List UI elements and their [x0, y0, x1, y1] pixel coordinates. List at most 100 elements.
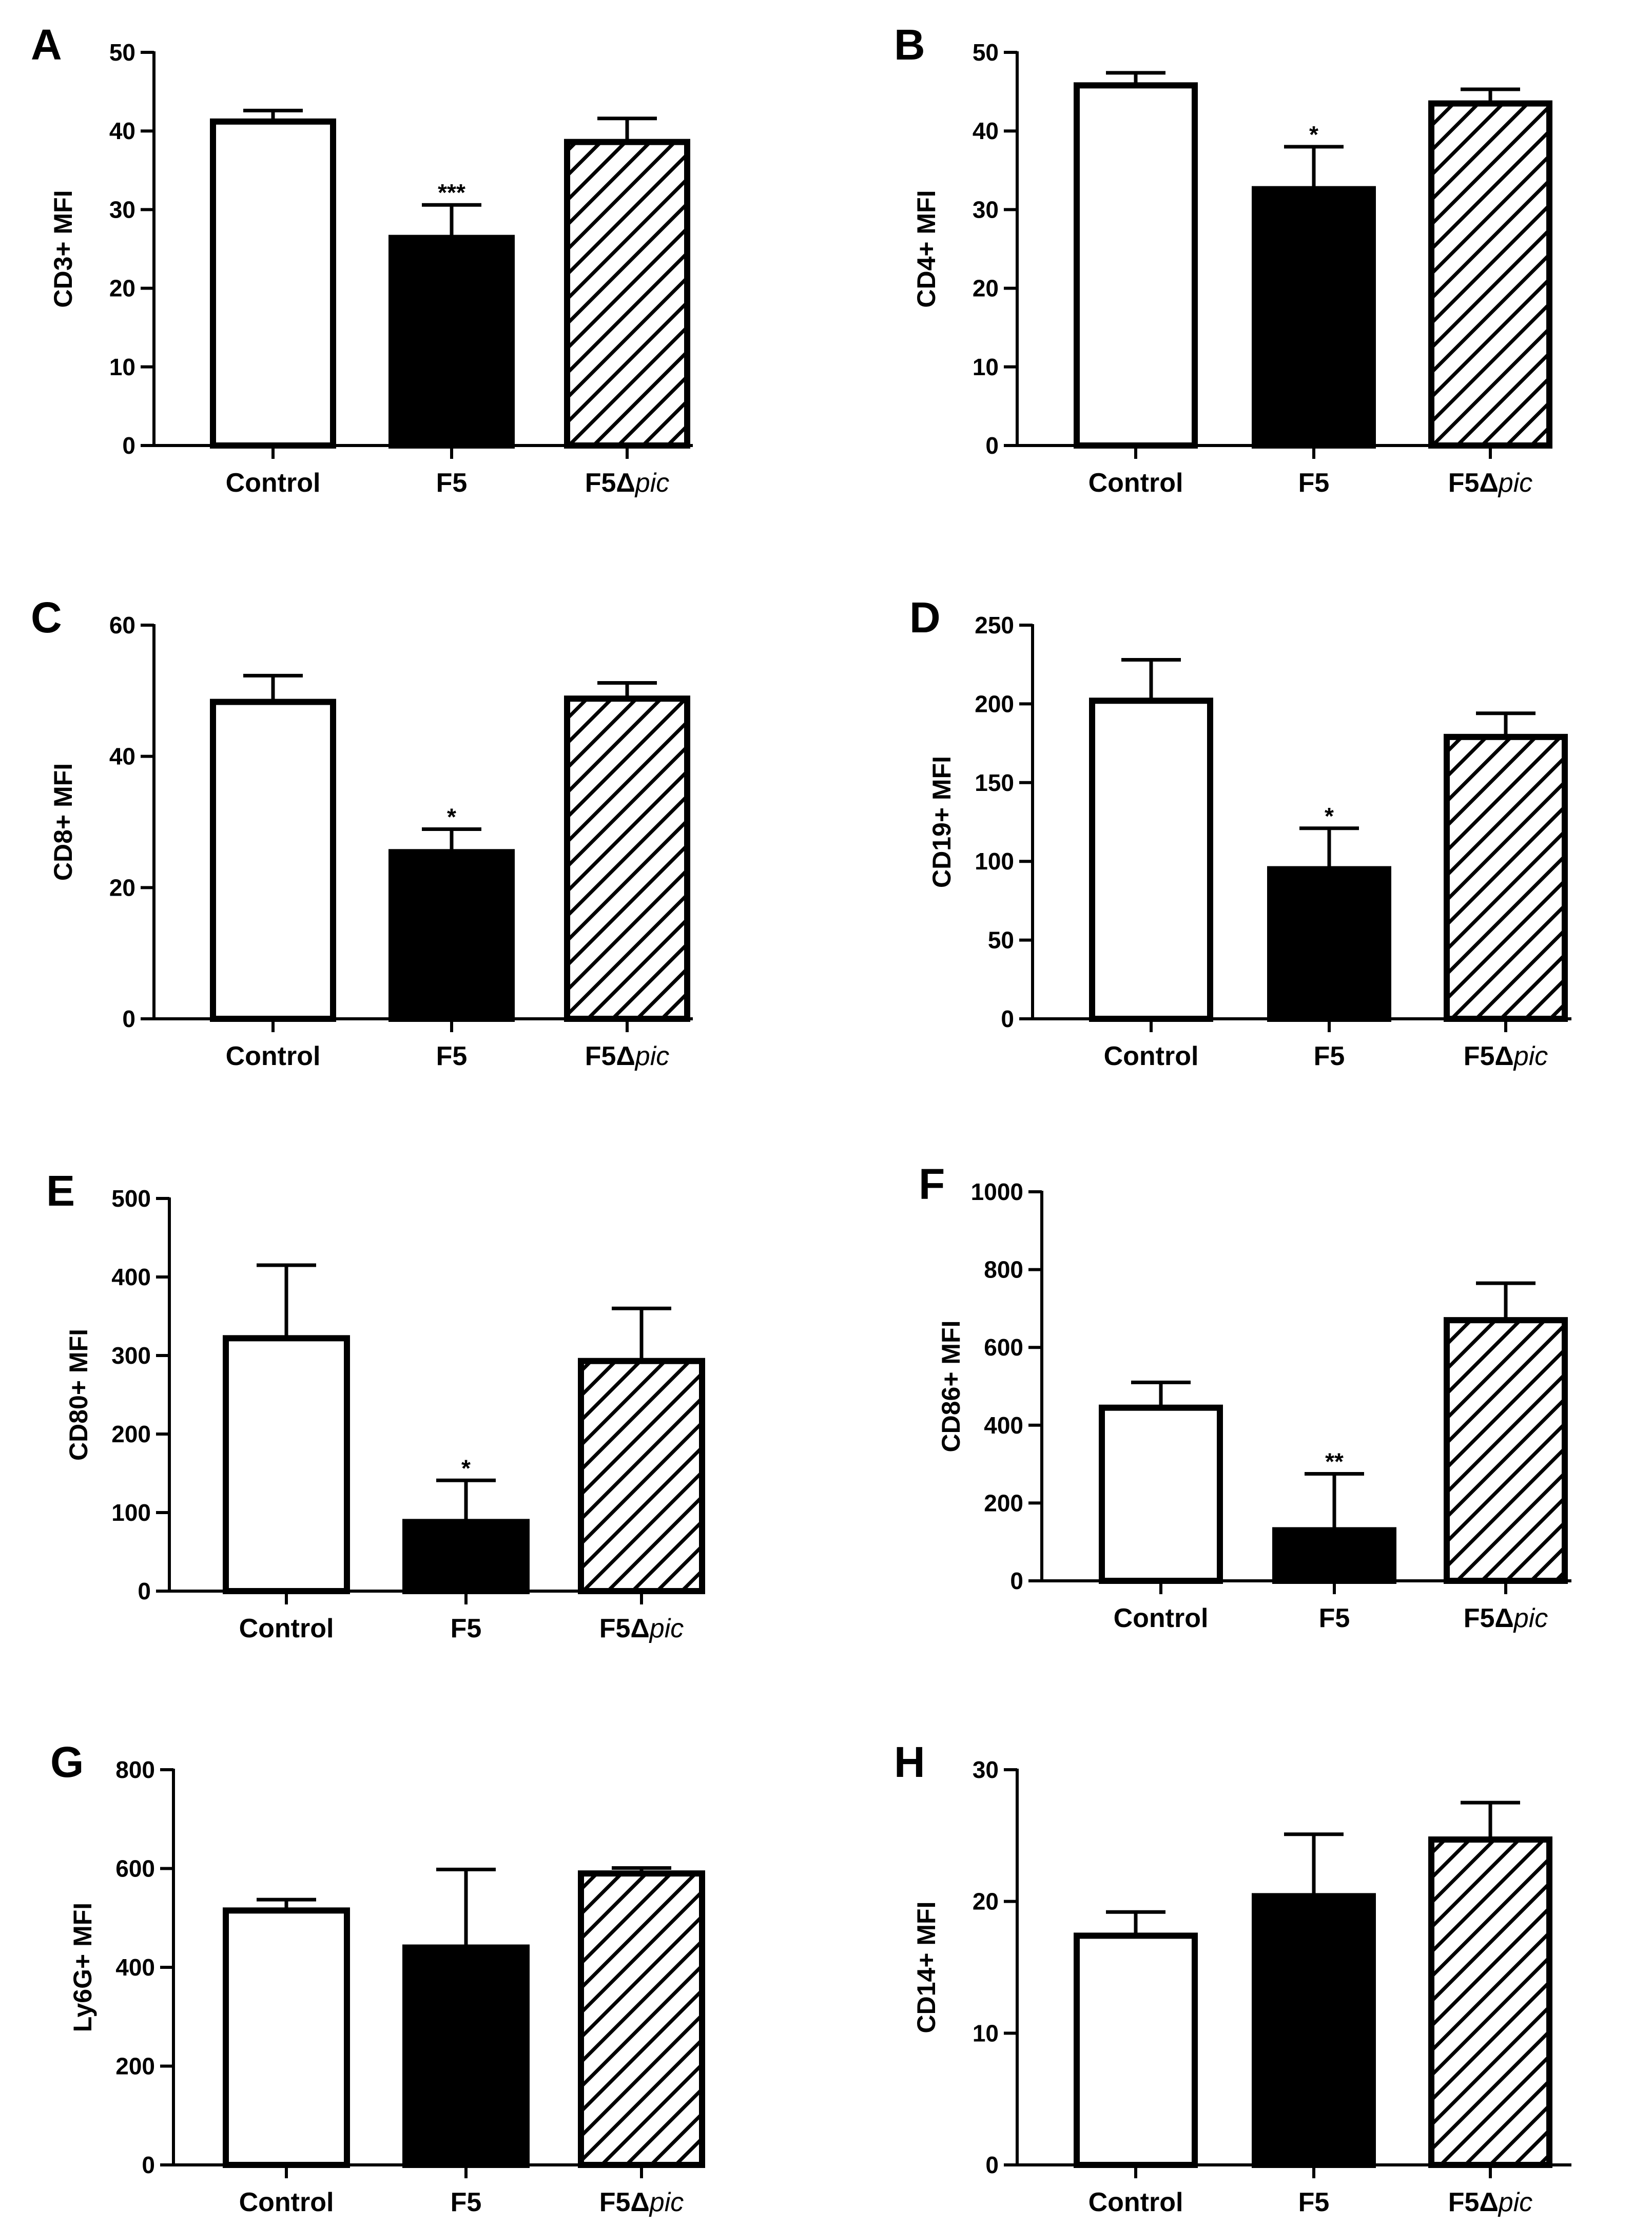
panel-f-ytick-label-2: 400 [984, 1412, 1023, 1439]
panel-a-letter: A [31, 21, 62, 69]
panel-f-letter: F [919, 1160, 945, 1208]
panel-g-bar-1 [402, 1944, 530, 2168]
panel-f-ytick-label-5: 1000 [971, 1178, 1023, 1205]
panel-f-bar-2 [1444, 1317, 1568, 1584]
panel-c-bar-1 [388, 849, 515, 1022]
panel-e-ytick-label-2: 200 [111, 1421, 151, 1447]
panel-c-bar-0 [210, 699, 336, 1022]
panel-a-xtick-label-0: Control [226, 468, 321, 498]
panel-e-ytick-label-5: 500 [111, 1185, 151, 1212]
panel-d-ytick-label-0: 0 [1001, 1005, 1014, 1032]
panel-e-bar-0 [223, 1335, 350, 1595]
panel-d-ytick-label-3: 150 [975, 769, 1014, 796]
panel-c-ytick-label-2: 40 [109, 743, 135, 770]
panel-b-bar-0 [1074, 82, 1198, 449]
panel-a-ytick-label-1: 10 [109, 354, 135, 380]
panel-a-ytick-label-0: 0 [122, 432, 135, 459]
panel-a-xtick-label-1: F5 [436, 468, 468, 498]
panel-f-bar-1 [1272, 1527, 1396, 1584]
panel-f-bar-0 [1099, 1404, 1223, 1584]
panel-g-ylabel: Ly6G+ MFI [68, 1903, 97, 2032]
panel-c-ytick-label-0: 0 [122, 1005, 135, 1032]
panel-e-letter: E [46, 1167, 75, 1215]
panel-a-bar-0 [210, 118, 336, 449]
panel-h-bar-1 [1252, 1893, 1376, 2168]
panel-b-ytick-label-4: 40 [973, 118, 999, 144]
panel-b-bar-2 [1428, 100, 1552, 449]
panel-e-bar-1 [402, 1519, 530, 1595]
panel-f-xtick-label-2: F5Δpic [1464, 1603, 1548, 1633]
panel-h-ytick-label-2: 20 [973, 1888, 999, 1915]
panel-c-xtick-label-1: F5 [436, 1041, 468, 1071]
panel-h-ytick-label-3: 30 [973, 1756, 999, 1783]
panel-f-ytick-label-1: 200 [984, 1489, 1023, 1516]
panel-g-ytick-label-0: 0 [142, 2152, 155, 2178]
panel-h-ytick-label-0: 0 [985, 2152, 999, 2178]
panel-c-significance-1: * [447, 804, 456, 830]
panel-h-bar-2 [1428, 1836, 1552, 2169]
panel-d-xtick-label-1: F5 [1314, 1041, 1345, 1071]
panel-g-ytick-label-1: 200 [115, 2053, 155, 2080]
panel-f-ytick-label-3: 600 [984, 1334, 1023, 1361]
panel-a-bar-1 [388, 235, 515, 449]
panel-b-ytick-label-1: 10 [973, 354, 999, 380]
panel-f-xtick-label-0: Control [1114, 1603, 1209, 1633]
panel-d-bar-1 [1267, 866, 1391, 1022]
panel-a-ytick-label-4: 40 [109, 118, 135, 144]
panel-g-ytick-label-4: 800 [115, 1756, 155, 1783]
panel-g-letter: G [50, 1738, 84, 1786]
panel-d-ytick-label-4: 200 [975, 690, 1014, 717]
panel-b-ytick-label-3: 30 [973, 196, 999, 223]
panel-e-ytick-label-1: 100 [111, 1499, 151, 1526]
panel-b-ytick-label-2: 20 [973, 275, 999, 302]
panel-e-bar-2 [578, 1358, 705, 1594]
panel-g-xtick-label-2: F5Δpic [599, 2188, 684, 2217]
panel-e-significance-1: * [461, 1455, 471, 1481]
panel-e-xtick-label-2: F5Δpic [599, 1614, 684, 1643]
panel-h-bar-0 [1074, 1932, 1198, 2168]
panel-d-xtick-label-2: F5Δpic [1464, 1041, 1548, 1071]
panel-a-xtick-label-2: F5Δpic [585, 468, 670, 498]
panel-b-ytick-label-5: 50 [973, 39, 999, 66]
panel-d-letter: D [909, 593, 941, 642]
panel-e-xtick-label-1: F5 [451, 1614, 482, 1643]
panel-c-xtick-label-2: F5Δpic [585, 1041, 670, 1071]
panel-f-ylabel: CD86+ MFI [937, 1320, 965, 1452]
panel-a-ylabel: CD3+ MFI [49, 190, 77, 307]
panel-a-bar-2 [564, 139, 690, 449]
panel-d-ytick-label-1: 50 [988, 927, 1014, 954]
panel-e-ytick-label-4: 400 [111, 1264, 151, 1290]
panel-g-xtick-label-0: Control [239, 2188, 334, 2217]
panel-b-bar-1 [1252, 186, 1376, 449]
panel-b-xtick-label-1: F5 [1298, 468, 1330, 498]
panel-b-significance-1: * [1309, 121, 1318, 148]
panel-f-significance-1: ** [1325, 1448, 1344, 1475]
panel-c-ylabel: CD8+ MFI [49, 763, 77, 881]
panel-b-ytick-label-0: 0 [985, 432, 999, 459]
panel-d-ylabel: CD19+ MFI [927, 756, 956, 888]
panel-c-letter: C [31, 593, 62, 642]
panel-a-significance-1: *** [438, 179, 465, 206]
panel-c-ytick-label-3: 60 [109, 612, 135, 638]
panel-h-ytick-label-1: 10 [973, 2020, 999, 2046]
panel-c-xtick-label-0: Control [226, 1041, 321, 1071]
panel-b-xtick-label-0: Control [1089, 468, 1183, 498]
panel-d-xtick-label-0: Control [1104, 1041, 1199, 1071]
panel-b-letter: B [894, 21, 925, 69]
panel-g-ytick-label-2: 400 [115, 1954, 155, 1981]
panel-g-bar-0 [223, 1907, 350, 2168]
panel-e-ytick-label-0: 0 [138, 1578, 151, 1604]
panel-d-bar-0 [1089, 698, 1213, 1022]
panel-f-xtick-label-1: F5 [1319, 1603, 1350, 1633]
panel-d-bar-2 [1444, 733, 1568, 1022]
panel-e-ylabel: CD80+ MFI [64, 1329, 93, 1461]
panel-g-xtick-label-1: F5 [451, 2188, 482, 2217]
panel-b-ylabel: CD4+ MFI [912, 190, 941, 307]
panel-f-ytick-label-4: 800 [984, 1256, 1023, 1283]
panel-h-xtick-label-1: F5 [1298, 2188, 1330, 2217]
panel-h-ylabel: CD14+ MFI [912, 1901, 941, 2033]
panel-h-letter: H [894, 1738, 925, 1786]
panel-d-ytick-label-5: 250 [975, 612, 1014, 638]
panel-g-ytick-label-3: 600 [115, 1855, 155, 1882]
